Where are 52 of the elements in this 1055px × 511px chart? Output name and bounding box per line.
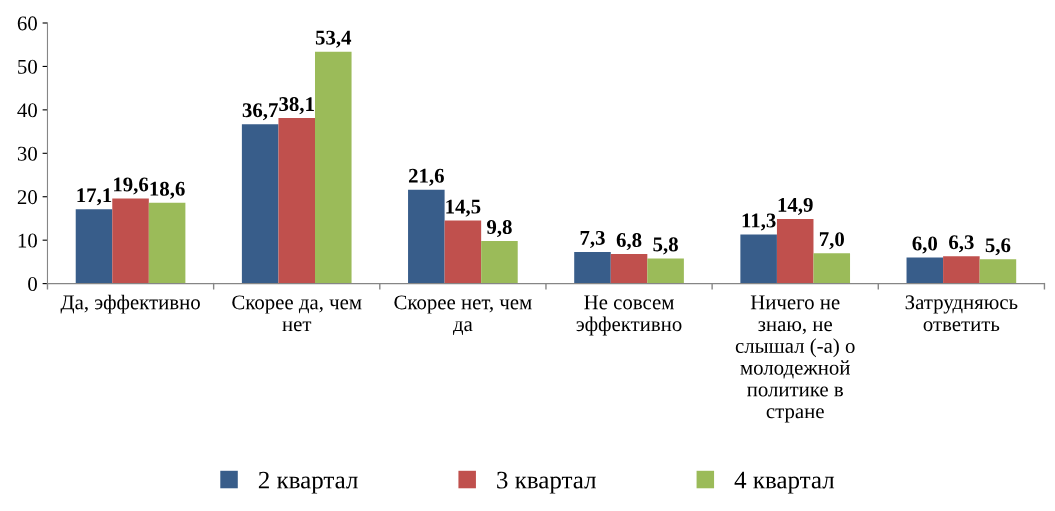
y-tick-label: 30 [17, 146, 37, 161]
bar [776, 218, 814, 284]
data-label: 5,6 [985, 238, 1011, 256]
x-tick-label: Ничего не знаю, не слышал (-а) о молодежной политике в стране [735, 295, 855, 423]
x-tick-label: Да, эффективно [60, 294, 200, 314]
data-label: 11,3 [742, 213, 776, 231]
data-label: 38,1 [279, 97, 314, 115]
bar [444, 220, 482, 284]
y-tick-label: 60 [17, 16, 37, 31]
bar [278, 118, 315, 284]
y-tick-label: 50 [18, 59, 37, 74]
x-tick-label: Скорее нет, чем да [394, 295, 532, 335]
bar [979, 259, 1017, 284]
data-label: 14,9 [778, 197, 813, 215]
bar [148, 202, 186, 284]
bar [574, 251, 611, 284]
legend-label: 3 квартал [497, 471, 596, 494]
data-label: 14,5 [446, 199, 481, 217]
bar [906, 257, 944, 284]
bar [647, 258, 684, 284]
bar [241, 124, 279, 284]
bar [481, 241, 518, 284]
data-label: 7,3 [580, 230, 605, 248]
bar [75, 209, 113, 284]
data-label: 7,0 [819, 232, 844, 250]
y-tick-label: 0 [28, 276, 37, 292]
data-label: 6,8 [616, 233, 642, 251]
data-label: 18,6 [150, 181, 185, 199]
y-tick-label: 20 [17, 190, 37, 205]
bar [740, 234, 777, 284]
bar [610, 254, 648, 284]
y-tick-label: 40 [17, 103, 37, 118]
legend-label: 4 квартал [734, 471, 835, 494]
x-tick-label: Затрудняюсь ответить [905, 295, 1018, 332]
bar [408, 189, 445, 284]
data-label: 6,3 [949, 235, 974, 253]
bar [813, 253, 851, 284]
x-tick-label: Не совсем эффективно [576, 295, 682, 336]
data-label: 17,1 [77, 188, 112, 206]
data-label: 9,8 [486, 219, 512, 238]
data-label: 21,6 [408, 168, 444, 186]
data-label: 36,7 [242, 103, 278, 121]
bar [943, 256, 980, 284]
bar [315, 51, 352, 284]
data-label: 19,6 [114, 177, 149, 195]
legend-label: 2 квартал [258, 471, 358, 494]
bar [112, 198, 149, 284]
y-tick-label: 10 [18, 233, 37, 248]
data-label: 6,0 [912, 236, 938, 254]
data-label: 53,4 [315, 30, 352, 48]
data-label: 5,8 [653, 237, 678, 255]
x-tick-label: Скорее да, чем нет [232, 295, 362, 332]
